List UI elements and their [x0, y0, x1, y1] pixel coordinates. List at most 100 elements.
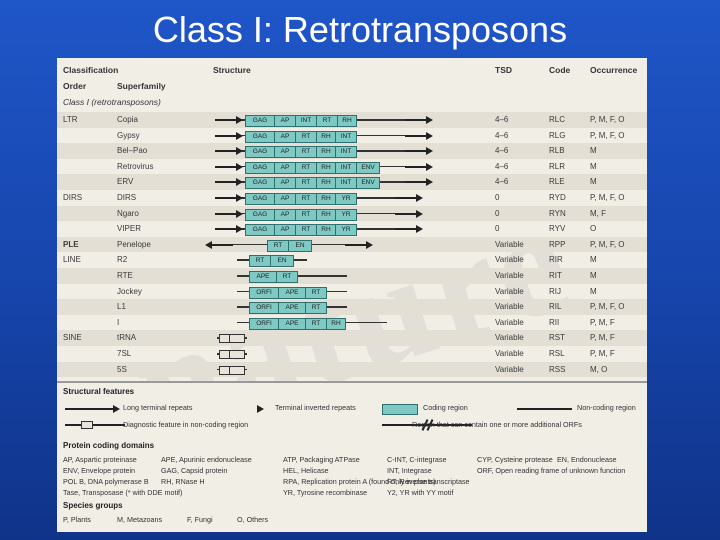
domain-int: INT — [296, 116, 317, 126]
ltr-arrow-icon — [345, 240, 373, 249]
table-row: Retrovirus 4–6 RLR M GAG AP RT RH INT ENV — [57, 159, 647, 175]
code-cell: RST — [549, 333, 565, 343]
tsd-cell: Variable — [495, 302, 524, 312]
code-cell: RYN — [549, 208, 566, 218]
code-cell: RIT — [549, 271, 562, 280]
structure-diagram: ORFI APE RT — [207, 299, 487, 315]
domain-legend-item: ENV, Envelope protein — [63, 466, 136, 475]
legend: Structural features Long terminal repeat… — [57, 381, 647, 532]
occurrence-cell: P, M, F, O — [590, 130, 625, 140]
domain-rt: RT — [282, 273, 292, 280]
superfamily-cell: Gypsy — [117, 130, 140, 140]
code-cell: RYD — [549, 193, 566, 202]
legend-noncoding: Non-coding region — [577, 403, 636, 412]
structure-diagram: ORFI APE RT RH — [207, 315, 487, 331]
tsd-cell: Variable — [495, 271, 524, 280]
domain-rt: RT — [306, 318, 327, 329]
domain-legend-item: HEL, Helicase — [283, 466, 329, 475]
tsd-cell: 0 — [495, 224, 500, 234]
tsd-cell: 4–6 — [495, 161, 509, 171]
domain-legend-item: ORF, Open reading frame of unknown funct… — [477, 466, 626, 475]
table-row: VIPER 0 RYV O GAG AP RT RH YR — [57, 221, 647, 237]
tsd-cell: Variable — [495, 317, 524, 327]
structure-diagram: RT EN — [207, 252, 487, 268]
coding-region: RT EN — [267, 239, 312, 252]
occurrence-cell: P, M, F — [590, 317, 615, 327]
superfamily-cell: Bel–Pao — [117, 146, 148, 156]
code-cell: RSL — [549, 349, 565, 358]
occurrence-cell: M — [590, 177, 597, 187]
tsd-cell: 4–6 — [495, 130, 509, 140]
table-row: Ngaro 0 RYN M, F GAG AP RT RH YR — [57, 205, 647, 222]
occurrence-cell: M — [590, 286, 597, 296]
domain-env: ENV — [361, 163, 375, 171]
ltr-arrow-icon — [405, 147, 433, 156]
tsd-cell: 0 — [495, 208, 500, 218]
coding-region: GAG AP RT RH YR — [245, 224, 357, 237]
superfamily-cell: ERV — [117, 177, 134, 187]
domain-int: INT — [336, 178, 357, 189]
tsd-cell: Variable — [495, 255, 524, 265]
header-structure: Structure — [213, 65, 251, 75]
coding-region: GAG AP RT RH YR — [245, 208, 357, 221]
structure-diagram: GAG AP RT RH YR — [207, 190, 487, 206]
domain-rt: RT — [317, 116, 338, 126]
superfamily-cell: 5S — [117, 364, 127, 374]
legend-tir: Terminal inverted repeats — [275, 403, 356, 412]
coding-region: APE RT — [249, 271, 298, 283]
ltr-arrow-icon — [215, 116, 243, 124]
coding-region: RT EN — [249, 255, 294, 268]
structure-diagram: GAG AP RT RH INT ENV — [207, 174, 487, 190]
order-cell: LINE — [63, 255, 81, 265]
domain-rt: RT — [296, 194, 317, 204]
domain-rt: RT — [296, 131, 317, 142]
table-row: LTR Copia 4–6 RLC P, M, F, O GAG AP INT RT RH — [57, 112, 647, 128]
domain-int: INT — [340, 132, 352, 140]
code-cell: RIL — [549, 302, 562, 312]
table-row: L1 Variable RIL P, M, F, O ORFI APE RT — [57, 299, 647, 315]
domain-ap: AP — [275, 178, 296, 189]
domain-gag: GAG — [246, 131, 275, 142]
tsd-cell: 0 — [495, 193, 500, 202]
structure-diagram: GAG AP RT RH YR — [207, 206, 487, 222]
domain-ap: AP — [275, 162, 296, 173]
code-cell: RPP — [549, 239, 566, 249]
superfamily-cell: Penelope — [117, 239, 151, 249]
domain-rt: RT — [296, 225, 317, 236]
domain-rh: RH — [317, 194, 336, 204]
domain-legend-item: POL B, DNA polymerase B — [63, 477, 149, 486]
table-row: Gypsy 4–6 RLG P, M, F, O GAG AP RT RH INT — [57, 128, 647, 144]
diagnostic-box-icon — [229, 365, 245, 375]
domain-int: INT — [340, 148, 352, 156]
domain-rh: RH — [317, 225, 336, 236]
classification-figure: nature Classification Structure TSD Code… — [57, 58, 647, 532]
legend-protein-title: Protein coding domains — [63, 441, 155, 450]
superfamily-cell: DIRS — [117, 193, 137, 202]
ltr-symbol-icon — [65, 405, 120, 413]
domain-rt: RT — [311, 288, 321, 296]
superfamily-cell: Ngaro — [117, 208, 139, 218]
ltr-arrow-icon — [395, 225, 423, 234]
domain-gag: GAG — [246, 178, 275, 189]
table-row: DIRS DIRS 0 RYD P, M, F, O GAG AP RT RH YR — [57, 190, 647, 206]
header-order: Order — [63, 81, 87, 91]
domain-rt: RT — [296, 209, 317, 220]
header-tsd: TSD — [495, 65, 512, 75]
table-row: ERV 4–6 RLE M GAG AP RT RH INT ENV — [57, 174, 647, 190]
occurrence-cell: M — [590, 255, 597, 265]
superfamily-cell: L1 — [117, 302, 126, 312]
domain-legend-item: RT, Reverse transcriptase — [387, 477, 470, 486]
domain-int: INT — [336, 162, 357, 173]
header-superfamily: Superfamily — [117, 81, 166, 91]
coding-region: ORFI APE RT — [249, 302, 327, 315]
occurrence-cell: M — [590, 146, 597, 156]
ltr-arrow-icon — [215, 131, 243, 140]
domain-legend-item: RH, RNase H — [161, 477, 205, 486]
domain-yr: YR — [341, 210, 351, 218]
domain-ap: AP — [275, 225, 296, 236]
table-row: SINE tRNA Variable RST P, M, F — [57, 330, 647, 346]
domain-rh: RH — [317, 147, 336, 158]
coding-region: ORFI APE RT RH — [249, 317, 346, 330]
domain-rt: RT — [296, 162, 317, 173]
domain-legend-item: RPA, Replication protein A (found only i… — [283, 477, 436, 486]
